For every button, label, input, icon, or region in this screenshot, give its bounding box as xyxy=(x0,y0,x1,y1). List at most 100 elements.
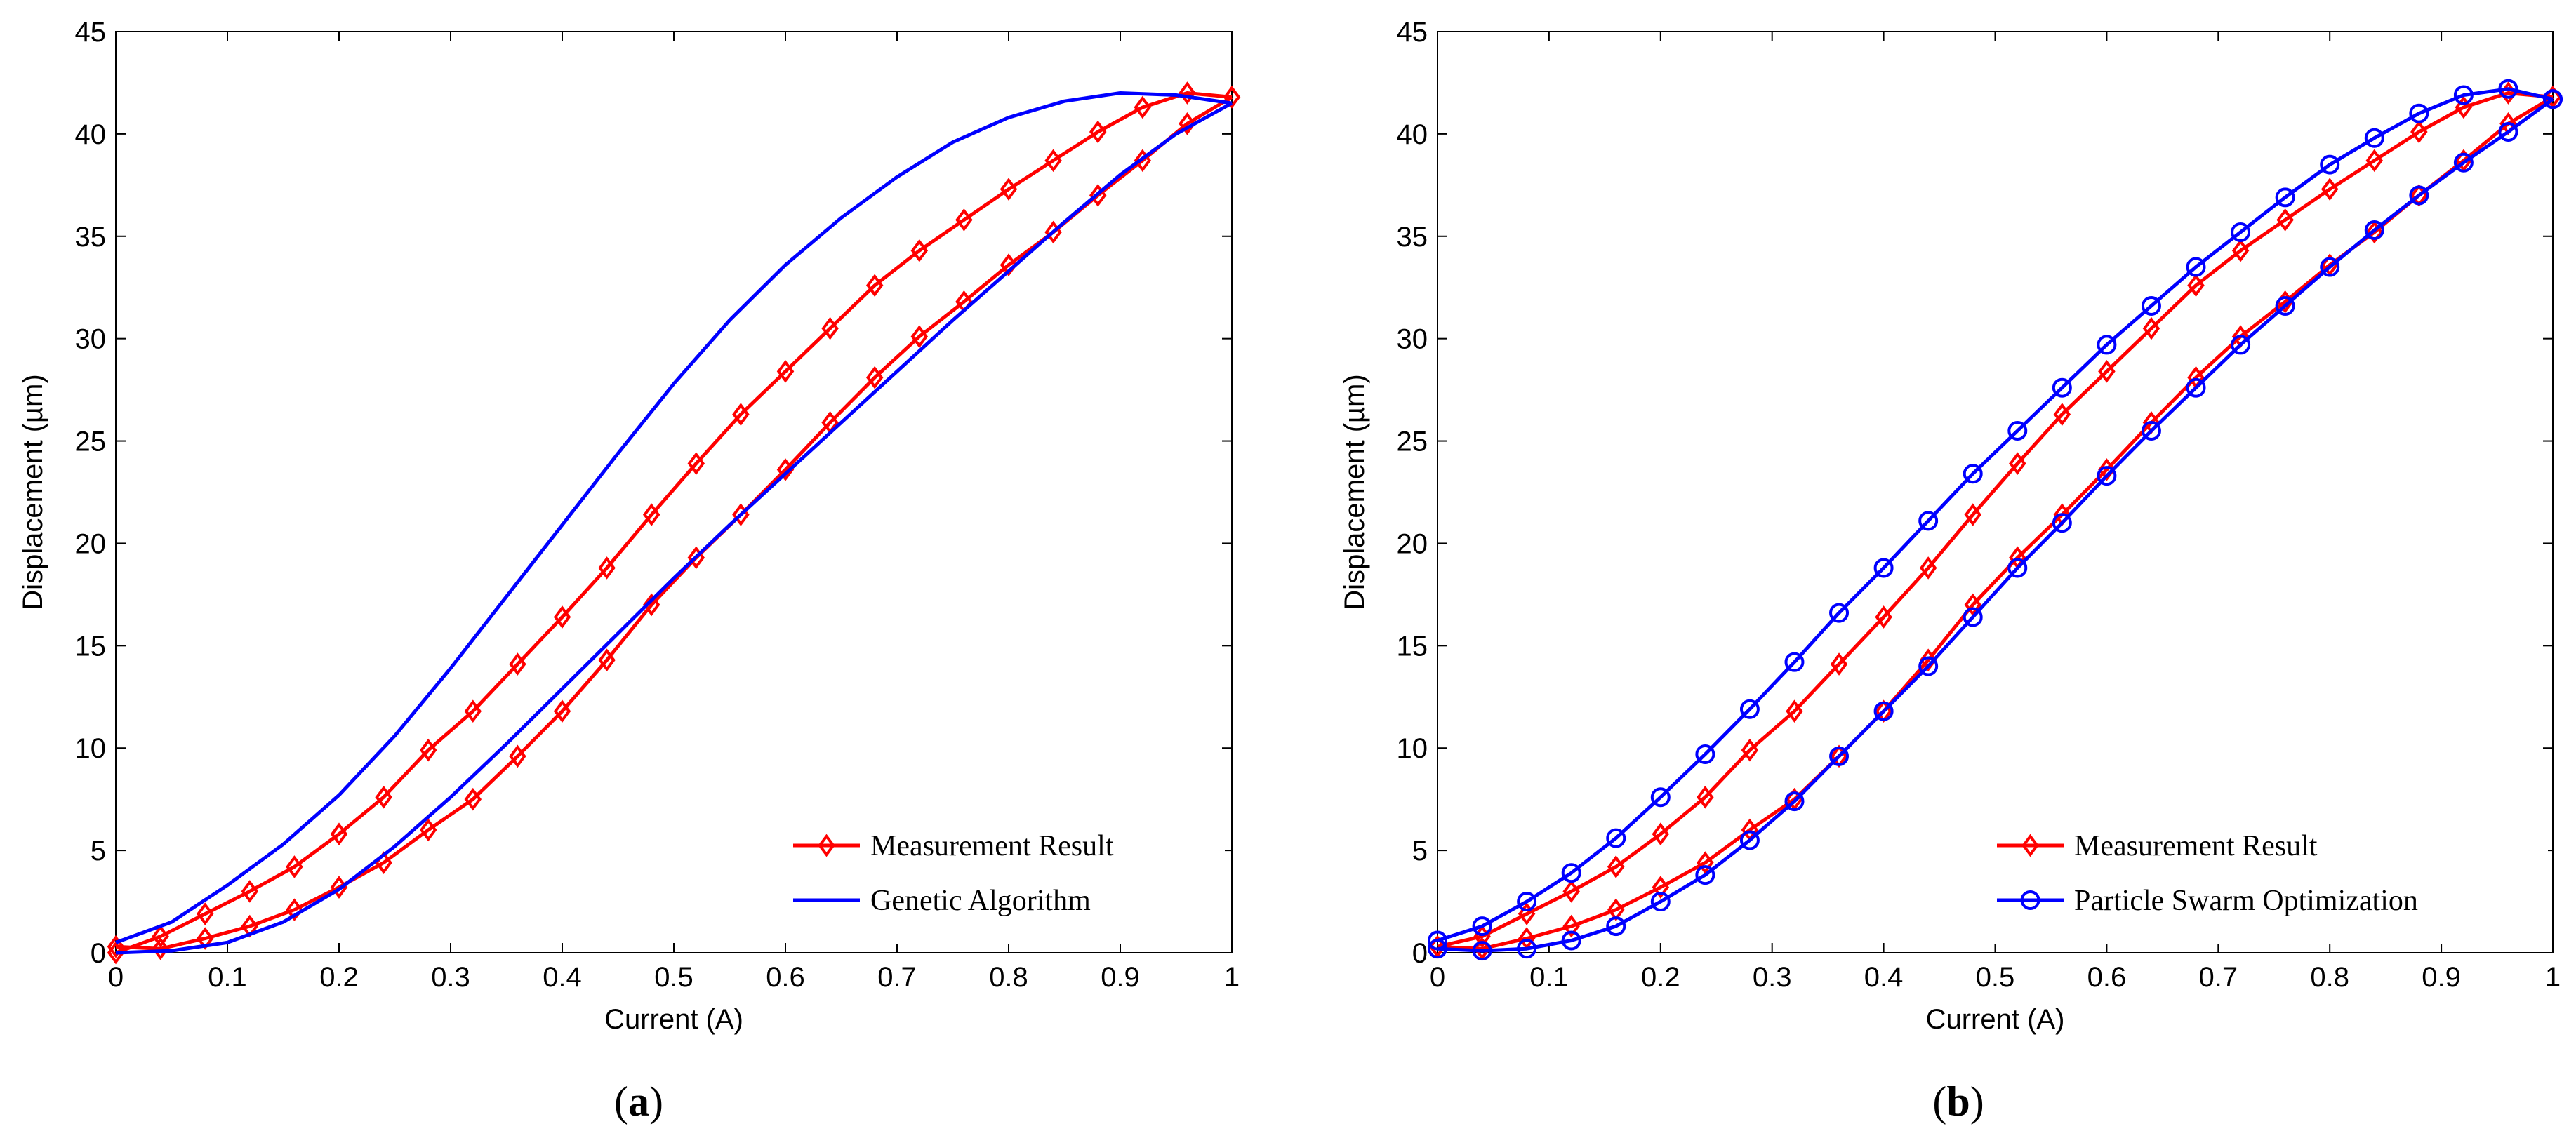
y-tick-label: 20 xyxy=(1397,528,1428,559)
y-tick-label: 10 xyxy=(1397,733,1428,764)
x-axis-label: Current (A) xyxy=(604,1004,743,1035)
data-point-circle xyxy=(2186,257,2206,277)
data-point-diamond xyxy=(196,902,214,925)
data-point-diamond xyxy=(598,648,616,672)
x-tick-label: 0.7 xyxy=(2198,962,2238,993)
x-tick-label: 0.9 xyxy=(2422,962,2461,993)
data-point-diamond xyxy=(2321,178,2339,201)
y-tick-label: 5 xyxy=(91,836,106,866)
data-point-diamond xyxy=(776,360,795,383)
data-point-circle xyxy=(1561,863,1581,883)
data-point-diamond xyxy=(1652,822,1670,846)
data-point-circle xyxy=(1963,464,1983,484)
data-point-diamond xyxy=(286,898,303,922)
data-point-circle xyxy=(1428,939,1447,959)
x-tick-label: 0.5 xyxy=(1976,962,2015,993)
x-tick-label: 0.4 xyxy=(543,962,582,993)
data-point-diamond xyxy=(910,325,929,349)
data-point-diamond xyxy=(152,937,169,960)
data-point-diamond xyxy=(1697,785,1714,809)
x-tick-label: 0.2 xyxy=(1641,962,1680,993)
data-point-diamond xyxy=(553,605,571,629)
data-point-diamond xyxy=(2231,239,2250,262)
data-point-diamond xyxy=(1000,178,1018,201)
data-point-diamond xyxy=(330,822,348,846)
data-point-diamond xyxy=(2455,95,2473,119)
data-point-diamond xyxy=(2009,452,2026,475)
x-tick-label: 0.2 xyxy=(319,962,359,993)
data-point-circle xyxy=(1739,699,1760,719)
data-point-circle xyxy=(2097,335,2117,355)
x-tick-label: 0.4 xyxy=(1864,962,1904,993)
data-point-diamond xyxy=(1607,855,1625,878)
data-point-diamond xyxy=(464,699,482,723)
data-point-circle xyxy=(1650,892,1671,912)
legend-swatch-marker xyxy=(818,834,835,857)
data-point-diamond xyxy=(509,652,526,676)
data-point-diamond xyxy=(464,787,482,811)
data-point-diamond xyxy=(107,935,125,958)
data-point-circle xyxy=(1829,746,1850,766)
data-point-circle xyxy=(1650,787,1671,808)
data-point-circle xyxy=(2320,257,2340,277)
data-point-diamond xyxy=(1919,648,1937,672)
data-point-circle xyxy=(1784,791,1805,812)
data-point-diamond xyxy=(1134,149,1152,173)
data-point-diamond xyxy=(152,925,169,948)
data-point-diamond xyxy=(2276,208,2294,232)
x-tick-label: 0.9 xyxy=(1101,962,1140,993)
data-point-diamond xyxy=(1562,914,1580,938)
data-point-circle xyxy=(2007,558,2028,578)
panel-label: (a) xyxy=(614,1078,663,1125)
y-tick-label: 0 xyxy=(1412,938,1428,969)
data-point-diamond xyxy=(1089,120,1107,144)
data-point-diamond xyxy=(2098,360,2116,383)
data-point-diamond xyxy=(2365,220,2384,244)
data-point-diamond xyxy=(1089,184,1107,207)
legend-swatch-marker xyxy=(2021,834,2039,857)
data-point-diamond xyxy=(1223,86,1241,109)
data-point-circle xyxy=(1606,916,1626,937)
x-tick-label: 0.1 xyxy=(208,962,247,993)
data-point-circle xyxy=(1918,656,1939,676)
y-tick-label: 25 xyxy=(1397,427,1428,457)
data-point-diamond xyxy=(1562,880,1580,903)
data-point-diamond xyxy=(1919,556,1937,580)
data-point-diamond xyxy=(910,239,929,262)
data-point-circle xyxy=(1873,701,1894,721)
data-point-circle xyxy=(2409,185,2429,206)
x-tick-label: 0.3 xyxy=(1753,962,1792,993)
x-tick-label: 1 xyxy=(2545,962,2561,993)
x-tick-label: 0.8 xyxy=(2310,962,2349,993)
x-tick-label: 0 xyxy=(1430,962,1445,993)
data-point-circle xyxy=(2275,295,2295,316)
data-point-diamond xyxy=(2410,120,2428,144)
data-point-diamond xyxy=(241,880,259,903)
data-point-diamond xyxy=(821,316,839,340)
data-point-diamond xyxy=(1179,81,1196,105)
data-point-diamond xyxy=(1830,652,1848,676)
legend-swatch-marker xyxy=(2020,890,2040,910)
data-point-diamond xyxy=(1875,605,1892,629)
x-tick-label: 0.1 xyxy=(1529,962,1569,993)
data-point-circle xyxy=(1918,511,1939,531)
series-line-1-ascending xyxy=(115,91,1233,955)
data-point-circle xyxy=(1517,939,1537,959)
data-point-circle xyxy=(2320,154,2340,175)
data-point-diamond xyxy=(1179,112,1196,135)
x-tick-label: 0 xyxy=(108,962,124,993)
data-point-circle xyxy=(1606,828,1626,848)
x-tick-label: 0.8 xyxy=(989,962,1028,993)
x-tick-label: 0.6 xyxy=(766,962,805,993)
data-point-circle xyxy=(1784,652,1805,672)
series-line-2-descending xyxy=(115,101,1233,955)
data-point-circle xyxy=(1873,558,1894,578)
legend-label: Measurement Result xyxy=(2074,830,2318,862)
data-point-diamond xyxy=(865,274,884,297)
data-point-diamond xyxy=(1044,149,1062,173)
data-point-diamond xyxy=(687,452,705,475)
y-tick-label: 5 xyxy=(1412,836,1428,866)
y-tick-label: 45 xyxy=(75,17,107,48)
legend-box xyxy=(1990,814,2548,944)
y-tick-label: 10 xyxy=(75,733,107,764)
